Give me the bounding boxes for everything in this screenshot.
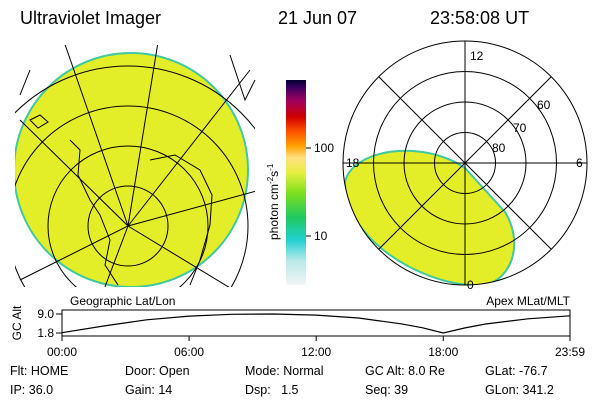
unit: s [267, 171, 281, 177]
color-tick-label: 100 [314, 141, 334, 155]
y-tick-label: 1.8 [37, 326, 54, 340]
y-axis-label: GC Alt [10, 305, 24, 340]
time: 23:58:08 UT [430, 8, 529, 28]
coast-fragment [19, 54, 256, 102]
mlat-label: 60 [537, 98, 551, 112]
y-tick-label: 9.0 [37, 307, 54, 321]
x-tick-label: 06:00 [174, 345, 204, 359]
unit-exp: -2 [266, 176, 275, 184]
x-tick-label: 00:00 [47, 345, 77, 359]
x-tick-label: 23:59 [555, 345, 585, 359]
color-tick-label: 10 [314, 229, 328, 243]
status-field: Seq: 39 [365, 383, 408, 397]
mlt-label: 18 [346, 156, 360, 170]
altitude-line [61, 313, 571, 334]
status-field: Mode: Normal [245, 364, 324, 378]
status-field: GLon: 341.2 [485, 383, 554, 397]
status-field: IP: 36.0 [10, 383, 53, 397]
status-field: Door: Open [125, 364, 190, 378]
magnetic-map [342, 40, 588, 286]
mlt-label: 12 [470, 49, 484, 63]
x-tick-label: 12:00 [301, 345, 331, 359]
color-bar [286, 80, 306, 285]
map-label: Apex MLat/MLT [486, 294, 570, 308]
unit: photon cm [267, 184, 281, 240]
title: Ultraviolet Imager [20, 8, 161, 28]
status-field: Dsp: 1.5 [245, 383, 299, 397]
status-bar: Flt: HOME Door: Open Mode: Normal GC Alt: 8… [10, 364, 554, 397]
status-field: GC Alt: 8.0 Re [365, 364, 445, 378]
altitude-plot: 9.0 1.8 00:00 06:00 12:00 18:00 23:59 [37, 307, 585, 359]
mlt-label: 0 [467, 278, 474, 292]
mlat-label: 70 [513, 121, 527, 135]
map-label: Geographic Lat/Lon [70, 294, 175, 308]
status-field: GLat: -76.7 [485, 364, 548, 378]
status-field: Gain: 14 [125, 383, 172, 397]
x-tick-label: 18:00 [428, 345, 458, 359]
mlat-label: 80 [492, 141, 506, 155]
color-bar-label: photon cm-2s-1 [266, 163, 281, 240]
unit-exp: -1 [266, 163, 275, 171]
geographic-map [15, 45, 255, 287]
mlt-label: 6 [576, 156, 583, 170]
status-field: Flt: HOME [10, 364, 68, 378]
date: 21 Jun 07 [278, 8, 357, 28]
